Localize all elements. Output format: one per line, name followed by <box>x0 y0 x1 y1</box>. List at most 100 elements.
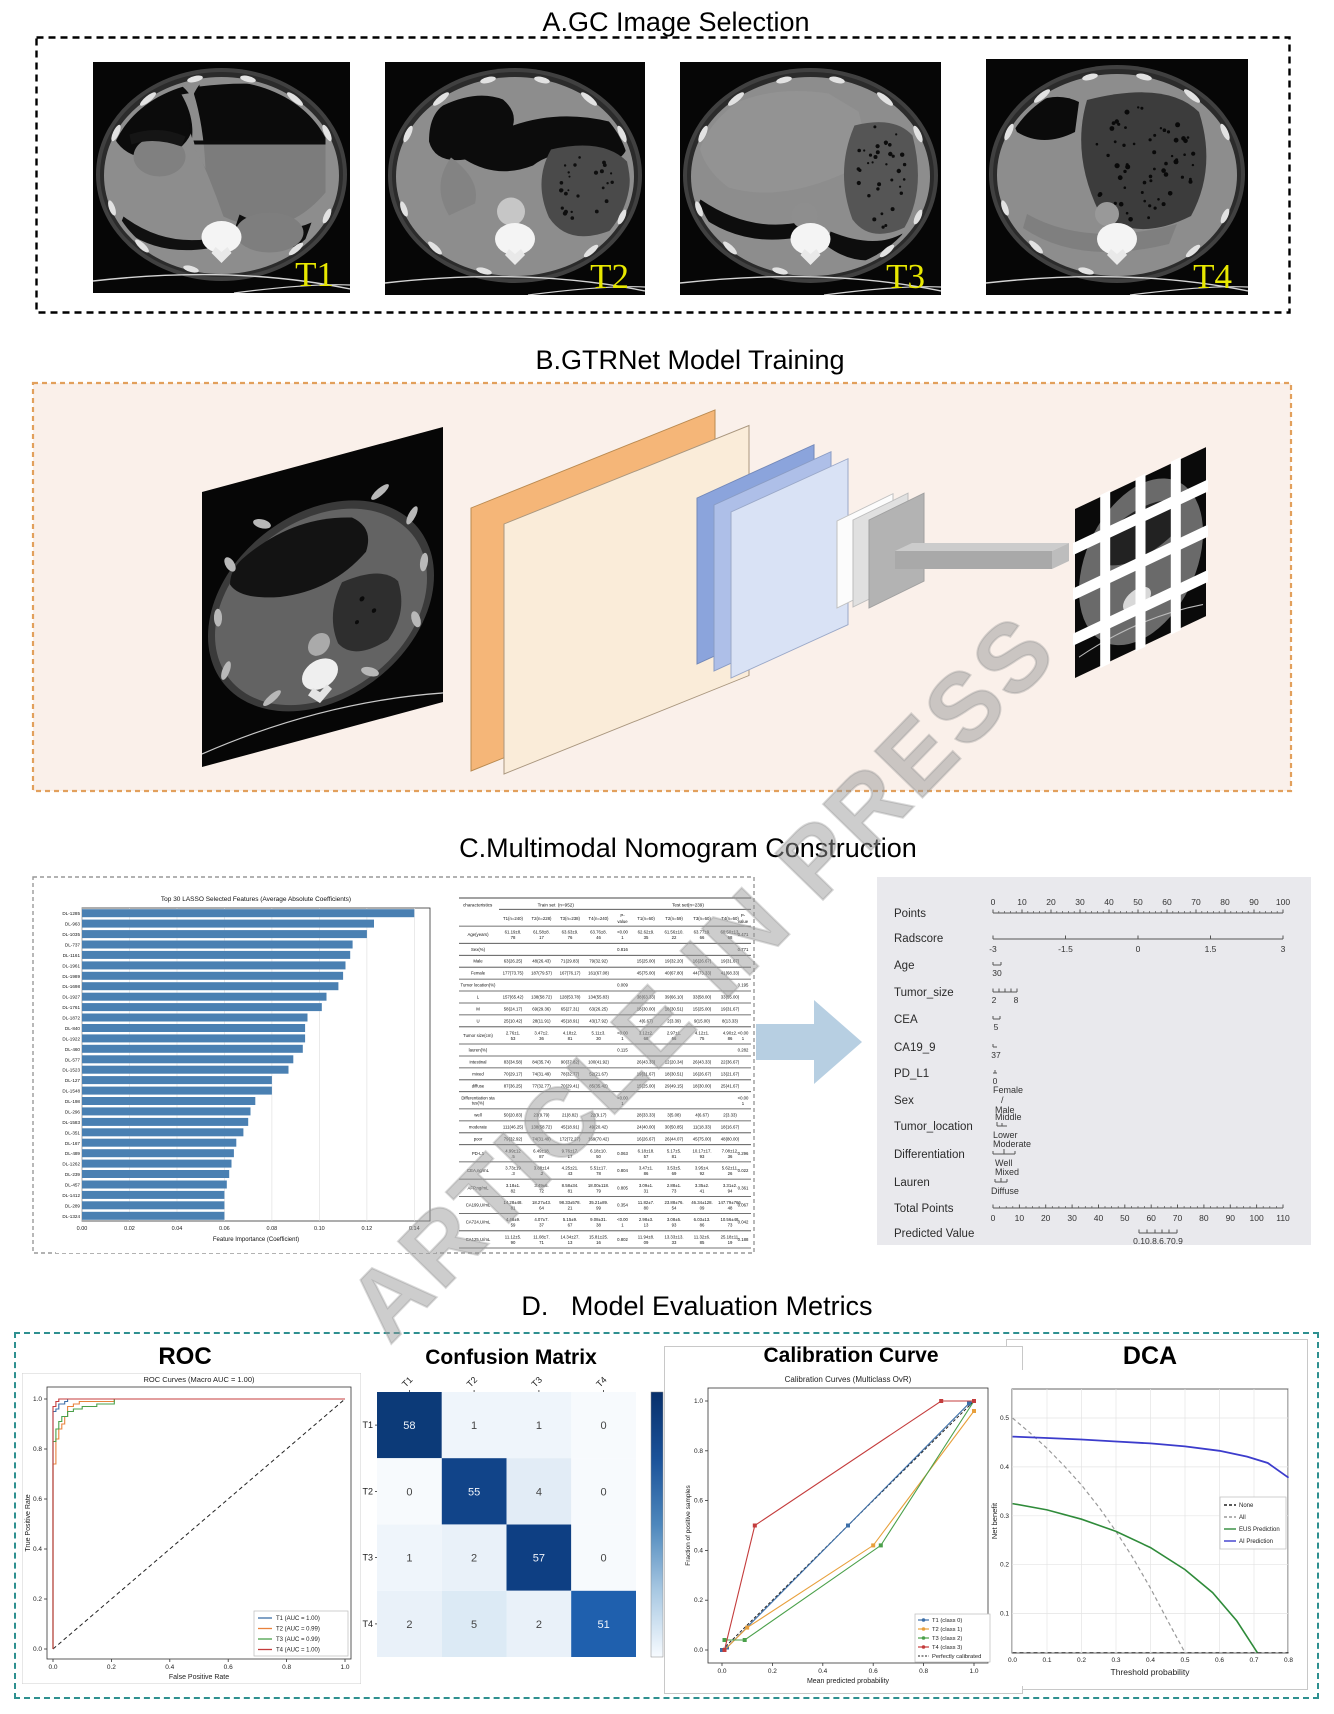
svg-text:Age: Age <box>894 960 914 972</box>
svg-text:9.08±31.: 9.08±31. <box>590 1217 607 1222</box>
svg-text:40: 40 <box>1104 897 1114 907</box>
svg-text:Feature Importance (Coefficien: Feature Importance (Coefficient) <box>213 1237 299 1243</box>
svg-text:0.5: 0.5 <box>1180 1657 1189 1664</box>
svg-text:T4(n=240): T4(n=240) <box>589 916 610 921</box>
svg-text:69(29.36): 69(29.36) <box>532 1006 551 1011</box>
svg-text:52(21.67): 52(21.67) <box>589 1071 608 1076</box>
svg-text:0.1: 0.1 <box>1042 1657 1051 1664</box>
svg-text:81: 81 <box>511 1206 516 1211</box>
svg-text:0.115: 0.115 <box>617 1048 628 1053</box>
svg-text:0.8: 0.8 <box>33 1446 42 1453</box>
svg-text:DL-1872: DL-1872 <box>62 1016 80 1021</box>
svg-text:161(67.08): 161(67.08) <box>588 971 609 976</box>
svg-text:70: 70 <box>1191 897 1201 907</box>
svg-text:78(32.77): 78(32.77) <box>561 1071 580 1076</box>
svg-text:169(70.42): 169(70.42) <box>588 1136 609 1141</box>
svg-text:0: 0 <box>601 1553 607 1565</box>
svg-text:4(6.67): 4(6.67) <box>639 1018 653 1023</box>
svg-text:8: 8 <box>1014 995 1019 1005</box>
svg-text:0.0: 0.0 <box>694 1647 703 1654</box>
svg-text:18(30.00): 18(30.00) <box>637 1006 656 1011</box>
svg-text:16(26.67): 16(26.67) <box>637 1136 656 1141</box>
svg-text:1.0: 1.0 <box>694 1398 703 1405</box>
svg-text:T4 (class 3): T4 (class 3) <box>932 1645 962 1651</box>
svg-text:poor: poor <box>474 1136 483 1141</box>
svg-text:49(20.42): 49(20.42) <box>589 1124 608 1129</box>
svg-text:DL-1161: DL-1161 <box>63 953 81 958</box>
svg-text:8(13.33): 8(13.33) <box>722 1018 739 1023</box>
svg-text:T1: T1 <box>362 1420 373 1430</box>
svg-text:2: 2 <box>471 1553 477 1565</box>
svg-text:80: 80 <box>644 1206 649 1211</box>
svg-text:0.0: 0.0 <box>1008 1657 1017 1664</box>
svg-text:18(30.51): 18(30.51) <box>665 1006 684 1011</box>
svg-text:T2(n=228): T2(n=228) <box>532 916 553 921</box>
svg-text:19(32.20): 19(32.20) <box>665 959 684 964</box>
svg-text:94: 94 <box>728 1188 733 1193</box>
svg-text:3.47±2.: 3.47±2. <box>534 1030 548 1035</box>
svg-text:4.48±9.: 4.48±9. <box>506 1217 520 1222</box>
svg-text:26: 26 <box>728 1171 733 1176</box>
svg-text:50(20.83): 50(20.83) <box>504 1112 523 1117</box>
svg-text:3.49±6.: 3.49±6. <box>534 1183 548 1188</box>
svg-text:0.022: 0.022 <box>738 1168 749 1173</box>
svg-text:0.067: 0.067 <box>738 1203 749 1208</box>
svg-text:25.18±11.: 25.18±11. <box>721 1234 740 1239</box>
svg-text:Lauren: Lauren <box>894 1177 930 1189</box>
svg-text:33: 33 <box>672 1240 677 1245</box>
svg-text:11(18.33): 11(18.33) <box>693 1124 712 1129</box>
svg-text:0.3: 0.3 <box>1111 1657 1120 1664</box>
svg-text:78: 78 <box>596 1171 601 1176</box>
svg-text:11.08±7.: 11.08±7. <box>533 1234 549 1239</box>
svg-text:Predicted Value: Predicted Value <box>894 1228 974 1240</box>
svg-text:16: 16 <box>596 1240 601 1245</box>
svg-text:DL-1035: DL-1035 <box>62 932 80 937</box>
svg-text:8.58±34.: 8.58±34. <box>562 1183 579 1188</box>
svg-text:3.12±2.: 3.12±2. <box>639 1030 653 1035</box>
svg-text:0.8: 0.8 <box>1284 1657 1293 1664</box>
svg-text:DL-1262: DL-1262 <box>62 1162 80 1167</box>
svg-text:2(3.39): 2(3.39) <box>667 1018 681 1023</box>
svg-text:48(26.43): 48(26.43) <box>532 959 551 964</box>
svg-text:7.08±12.: 7.08±12. <box>722 1148 739 1153</box>
svg-text:90(37.82): 90(37.82) <box>561 1059 580 1064</box>
svg-text:138(58.72): 138(58.72) <box>531 1124 552 1129</box>
svg-text:58: 58 <box>403 1420 415 1432</box>
svg-text:DL-1989: DL-1989 <box>62 974 80 979</box>
svg-text:74(31.49): 74(31.49) <box>532 1136 551 1141</box>
svg-text:14.28±48.: 14.28±48. <box>503 1200 522 1205</box>
svg-text:13.33±13.: 13.33±13. <box>664 1234 683 1239</box>
svg-text:T1: T1 <box>295 255 334 293</box>
svg-text:9(15.00): 9(15.00) <box>694 1018 711 1023</box>
svg-text:70: 70 <box>1173 1213 1183 1223</box>
svg-text:0.10: 0.10 <box>314 1226 325 1232</box>
svg-text:70(29.41): 70(29.41) <box>561 1083 580 1088</box>
svg-text:4.25±21.: 4.25±21. <box>562 1166 579 1171</box>
svg-text:3.88±14: 3.88±14 <box>534 1166 550 1171</box>
svg-text:-1.5: -1.5 <box>1058 944 1073 954</box>
svg-text:1: 1 <box>471 1420 477 1432</box>
svg-text:70(29.17): 70(29.17) <box>504 1071 523 1076</box>
svg-text:5.62±11.: 5.62±11. <box>722 1166 738 1171</box>
svg-text:35: 35 <box>644 935 649 940</box>
svg-text:76: 76 <box>568 935 573 940</box>
svg-text:0.188: 0.188 <box>738 1237 749 1242</box>
svg-text:0.6: 0.6 <box>33 1496 42 1503</box>
svg-text:11.12±5.: 11.12±5. <box>505 1234 521 1239</box>
svg-text:28(33.33): 28(33.33) <box>637 1112 656 1117</box>
svg-text:54: 54 <box>672 1206 677 1211</box>
svg-text:40(67.80): 40(67.80) <box>665 971 684 976</box>
svg-text:T2 (AUC = 0.99): T2 (AUC = 0.99) <box>276 1627 320 1633</box>
svg-text:<0.00: <0.00 <box>617 1030 628 1035</box>
svg-text:0.816: 0.816 <box>617 947 628 952</box>
svg-text:17: 17 <box>539 935 544 940</box>
svg-text:81: 81 <box>568 1188 573 1193</box>
svg-text:59: 59 <box>511 1223 516 1228</box>
svg-text:DL-127: DL-127 <box>65 1078 81 1083</box>
svg-text:DL-1927: DL-1927 <box>62 995 80 1000</box>
svg-text:4: 4 <box>536 1486 542 1498</box>
svg-text:DL-1324: DL-1324 <box>62 1214 80 1219</box>
svg-text:<0.00: <0.00 <box>617 1095 628 1100</box>
svg-text:T1(n=240): T1(n=240) <box>503 916 524 921</box>
svg-text:0.2: 0.2 <box>1077 1657 1086 1664</box>
